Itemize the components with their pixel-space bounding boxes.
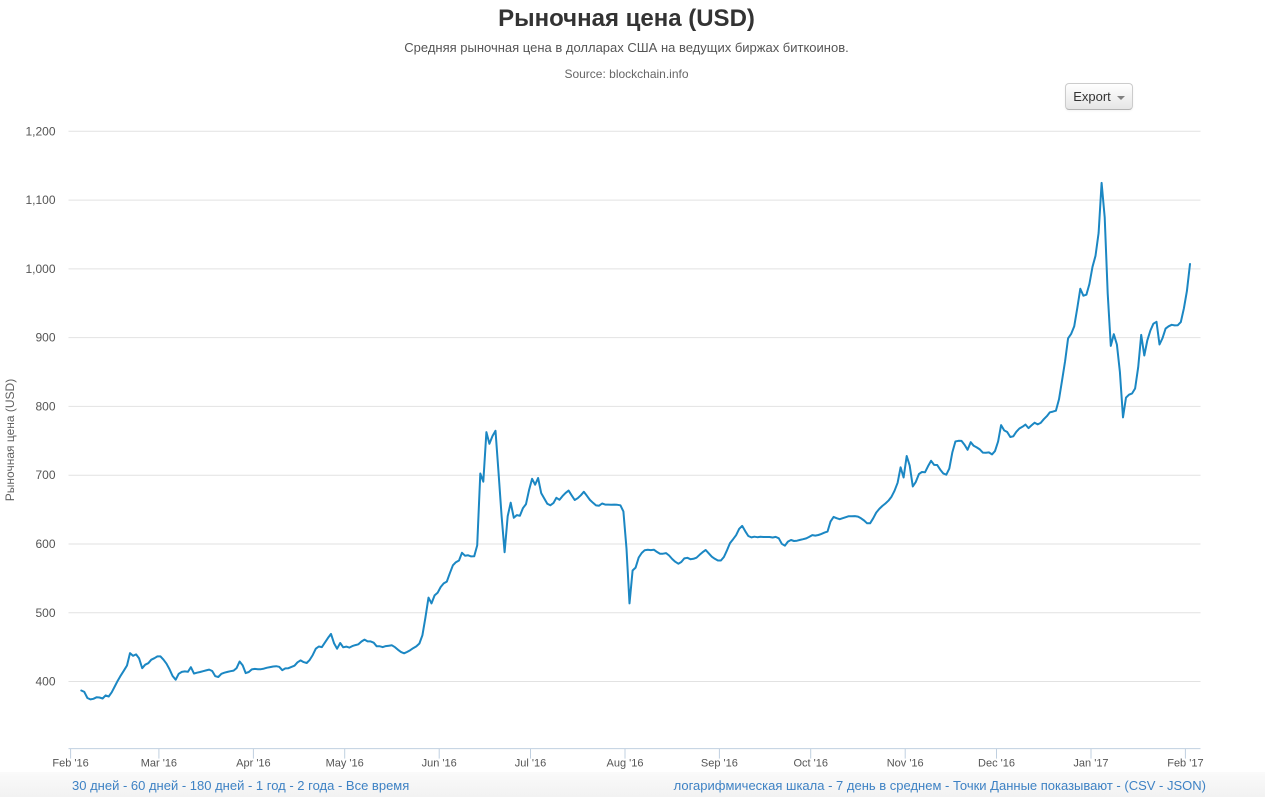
time-range-link-4[interactable]: 1 год [255,778,286,793]
link-separator: - [285,778,298,793]
link-separator: - ( [1112,778,1129,793]
y-axis-title: Рыночная цена (USD) [3,379,17,501]
price-line-chart: 400 500 600 700 800 900 1,000 1,100 1,200 Feb '16… [3,124,1204,770]
x-tick-label: May '16 [326,758,364,770]
footer-bar [0,772,1265,797]
link-separator: - [1155,778,1167,793]
chart-option-link-1[interactable]: логарифмическая шкала [673,778,825,793]
time-range-link-3[interactable]: 180 дней [189,778,245,793]
y-tick-label: 1,200 [25,124,55,138]
x-tick-label: Mar '16 [141,758,177,770]
x-tick-label: Feb '16 [52,758,88,770]
y-tick-label: 500 [35,606,55,620]
chart-title: Рыночная цена (USD) [498,5,755,32]
x-tick-label: Feb '17 [1167,758,1203,770]
chart-source-label: Source: blockchain.info [564,67,689,81]
x-tick-label: Jan '17 [1073,758,1108,770]
y-tick-label: 1,000 [25,262,55,276]
link-separator: - [119,778,131,793]
link-separator: - [334,778,346,793]
time-range-link-2[interactable]: 60 дней [130,778,179,793]
x-tick-label: Jun '16 [422,758,457,770]
link-separator: - [244,778,256,793]
chart-subtitle: Средняя рыночная цена в долларах США на … [404,40,849,55]
x-tick-label: Dec '16 [978,758,1015,770]
x-tick-label: Oct '16 [793,758,828,770]
plot-area[interactable] [69,131,1201,748]
time-range-link-5[interactable]: 2 года [297,778,335,793]
y-tick-label: 700 [35,468,55,482]
chart-option-link-3[interactable]: Точки Данные показывают [952,778,1113,793]
series-line [80,181,1191,701]
x-tick-label: Nov '16 [887,758,924,770]
export-button[interactable]: Export [1065,83,1133,110]
chart-option-links: логарифмическая шкала - 7 день в среднем… [674,778,1206,793]
time-range-links: 30 дней - 60 дней - 180 дней - 1 год - 2… [72,778,409,793]
export-button-label: Export [1073,89,1111,104]
caret-down-icon [1116,95,1125,100]
link-separator: ) [1201,778,1206,793]
link-separator: - [178,778,190,793]
time-range-link-1[interactable]: 30 дней [72,778,120,793]
y-tick-label: 600 [35,537,55,551]
export-format-link-1[interactable]: CSV [1128,778,1156,793]
time-range-link-6[interactable]: Все время [345,778,410,793]
export-format-link-2[interactable]: JSON [1166,778,1202,793]
x-tick-label: Aug '16 [607,758,644,770]
y-tick-label: 400 [35,675,55,689]
x-tick-label: Sep '16 [701,758,738,770]
y-tick-label: 1,100 [25,193,55,207]
link-separator: - [824,778,837,793]
x-tick-label: Jul '16 [515,758,546,770]
x-tick-label: Apr '16 [236,758,271,770]
link-separator: - [941,778,953,793]
y-tick-label: 900 [35,331,55,345]
chart-option-link-2[interactable]: 7 день в среднем [836,778,942,793]
y-tick-label: 800 [35,399,55,413]
